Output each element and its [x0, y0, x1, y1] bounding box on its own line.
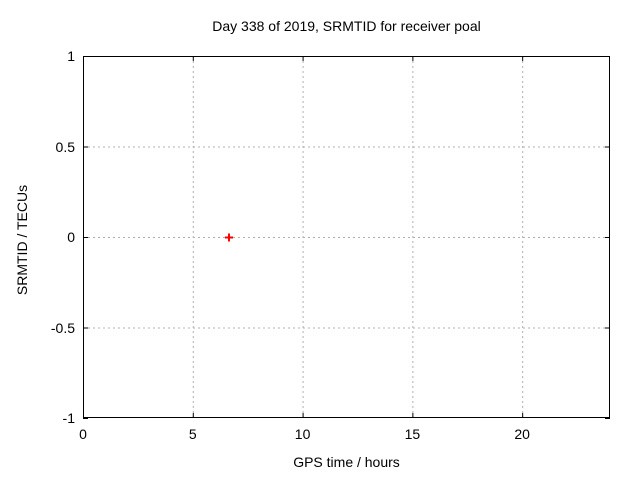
x-tick-label: 5 [188, 426, 197, 442]
y-tick-label: 0 [67, 229, 75, 245]
y-tick-label: -0.5 [50, 319, 75, 336]
plot-area [83, 56, 610, 419]
y-tick-label: 0.5 [55, 138, 75, 155]
x-tick-label: 0 [79, 426, 87, 442]
x-tick-label: 20 [514, 426, 530, 442]
chart-title: Day 338 of 2019, SRMTID for receiver poa… [212, 18, 481, 34]
y-tick-label: -1 [62, 410, 75, 426]
y-tick-label: 1 [67, 48, 75, 64]
x-tick-label: 15 [404, 426, 421, 442]
x-tick-label: 10 [294, 426, 311, 442]
plot-border [83, 56, 610, 418]
x-axis-label: GPS time / hours [293, 454, 400, 470]
